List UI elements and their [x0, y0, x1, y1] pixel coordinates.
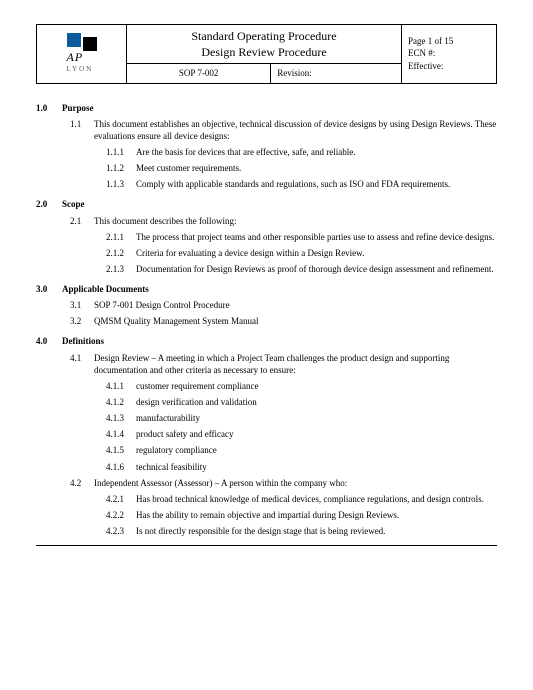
- level-2-number: 2.1.2: [106, 247, 136, 259]
- section-title: Applicable Documents: [62, 284, 149, 294]
- logo-lyon-text: LYON: [67, 65, 97, 74]
- level-2-item: 4.2.2Has the ability to remain objective…: [106, 509, 497, 521]
- level-2-text: design verification and validation: [136, 396, 497, 408]
- section-number: 2.0: [36, 198, 62, 210]
- section-heading: 2.0Scope: [36, 198, 497, 210]
- level-1-item: 2.1This document describes the following…: [70, 215, 497, 227]
- ecn-number: ECN #:: [408, 47, 490, 60]
- level-2-text: customer requirement compliance: [136, 380, 497, 392]
- level-2-number: 1.1.3: [106, 178, 136, 190]
- level-2-item: 4.1.6technical feasibility: [106, 461, 497, 473]
- level-2-item: 4.2.3Is not directly responsible for the…: [106, 525, 497, 537]
- level-2-text: The process that project teams and other…: [136, 231, 497, 243]
- section-title: Definitions: [62, 336, 104, 346]
- section: 3.0Applicable Documents 3.1SOP 7-001 Desi…: [36, 283, 497, 327]
- level-2-text: Criteria for evaluating a device design …: [136, 247, 497, 259]
- logo-square-black: [83, 37, 97, 51]
- sop-number: SOP 7-002: [127, 64, 271, 83]
- level-2-item: 4.1.3manufacturability: [106, 412, 497, 424]
- level-2-item: 1.1.1Are the basis for devices that are …: [106, 146, 497, 158]
- level-1-number: 2.1: [70, 215, 94, 227]
- title-line-1: Standard Operating Procedure: [133, 28, 395, 44]
- level-1-item: 4.1Design Review – A meeting in which a …: [70, 352, 497, 376]
- level-2-number: 4.1.3: [106, 412, 136, 424]
- level-1-item: 4.2Independent Assessor (Assessor) – A p…: [70, 477, 497, 489]
- section-title: Purpose: [62, 103, 94, 113]
- level-2-item: 1.1.3Comply with applicable standards an…: [106, 178, 497, 190]
- level-2-number: 4.2.2: [106, 509, 136, 521]
- level-2-text: Are the basis for devices that are effec…: [136, 146, 497, 158]
- logo: AP LYON: [67, 33, 97, 74]
- level-2-number: 4.1.2: [106, 396, 136, 408]
- level-1-text: This document describes the following:: [94, 215, 497, 227]
- level-1-item: 3.1SOP 7-001 Design Control Procedure: [70, 299, 497, 311]
- level-2-number: 4.1.5: [106, 444, 136, 456]
- level-1-number: 4.2: [70, 477, 94, 489]
- level-2-item: 2.1.2Criteria for evaluating a device de…: [106, 247, 497, 259]
- level-2-item: 2.1.1The process that project teams and …: [106, 231, 497, 243]
- level-2-item: 4.1.4product safety and efficacy: [106, 428, 497, 440]
- level-2-text: Has the ability to remain objective and …: [136, 509, 497, 521]
- logo-square-blue: [67, 33, 81, 47]
- level-1-text: This document establishes an objective, …: [94, 118, 497, 142]
- level-1-number: 1.1: [70, 118, 94, 142]
- level-2-text: technical feasibility: [136, 461, 497, 473]
- section-number: 1.0: [36, 102, 62, 114]
- level-2-item: 1.1.2Meet customer requirements.: [106, 162, 497, 174]
- level-2-text: Meet customer requirements.: [136, 162, 497, 174]
- meta-cell: Page 1 of 15 ECN #: Effective:: [402, 25, 497, 84]
- document-body: 1.0Purpose 1.1This document establishes a…: [36, 102, 497, 538]
- level-2-item: 4.1.1customer requirement compliance: [106, 380, 497, 392]
- level-1-number: 4.1: [70, 352, 94, 376]
- section-heading: 4.0Definitions: [36, 335, 497, 347]
- section-heading: 3.0Applicable Documents: [36, 283, 497, 295]
- level-2-text: Documentation for Design Reviews as proo…: [136, 263, 497, 275]
- level-2-item: 4.1.5regulatory compliance: [106, 444, 497, 456]
- level-1-item: 1.1This document establishes an objectiv…: [70, 118, 497, 142]
- section-number: 3.0: [36, 283, 62, 295]
- section: 1.0Purpose 1.1This document establishes a…: [36, 102, 497, 191]
- section-title: Scope: [62, 199, 85, 209]
- level-2-item: 4.1.2design verification and validation: [106, 396, 497, 408]
- section: 4.0Definitions 4.1Design Review – A meeti…: [36, 335, 497, 537]
- level-2-text: Has broad technical knowledge of medical…: [136, 493, 497, 505]
- level-2-item: 4.2.1Has broad technical knowledge of me…: [106, 493, 497, 505]
- title-line-2: Design Review Procedure: [133, 44, 395, 60]
- level-2-text: manufacturability: [136, 412, 497, 424]
- level-1-text: SOP 7-001 Design Control Procedure: [94, 299, 497, 311]
- effective-date: Effective:: [408, 60, 490, 73]
- level-1-text: QMSM Quality Management System Manual: [94, 315, 497, 327]
- level-2-number: 2.1.3: [106, 263, 136, 275]
- level-2-number: 1.1.1: [106, 146, 136, 158]
- level-2-number: 4.1.6: [106, 461, 136, 473]
- logo-cell: AP LYON: [37, 25, 127, 84]
- level-1-text: Independent Assessor (Assessor) – A pers…: [94, 477, 497, 489]
- level-1-text: Design Review – A meeting in which a Pro…: [94, 352, 497, 376]
- section: 2.0Scope 2.1This document describes the f…: [36, 198, 497, 275]
- level-2-text: regulatory compliance: [136, 444, 497, 456]
- level-2-item: 2.1.3Documentation for Design Reviews as…: [106, 263, 497, 275]
- footer-rule: [36, 545, 497, 546]
- title-cell: Standard Operating Procedure Design Revi…: [127, 25, 402, 64]
- level-2-text: Is not directly responsible for the desi…: [136, 525, 497, 537]
- section-heading: 1.0Purpose: [36, 102, 497, 114]
- level-1-number: 3.2: [70, 315, 94, 327]
- level-1-number: 3.1: [70, 299, 94, 311]
- level-2-number: 4.1.4: [106, 428, 136, 440]
- header-table: AP LYON Standard Operating Procedure Des…: [36, 24, 497, 84]
- page-number: Page 1 of 15: [408, 35, 490, 48]
- level-2-number: 4.2.1: [106, 493, 136, 505]
- level-2-text: Comply with applicable standards and reg…: [136, 178, 497, 190]
- level-1-item: 3.2QMSM Quality Management System Manual: [70, 315, 497, 327]
- revision-label: Revision:: [271, 64, 402, 83]
- level-2-number: 2.1.1: [106, 231, 136, 243]
- level-2-number: 1.1.2: [106, 162, 136, 174]
- level-2-number: 4.2.3: [106, 525, 136, 537]
- section-number: 4.0: [36, 335, 62, 347]
- level-2-number: 4.1.1: [106, 380, 136, 392]
- level-2-text: product safety and efficacy: [136, 428, 497, 440]
